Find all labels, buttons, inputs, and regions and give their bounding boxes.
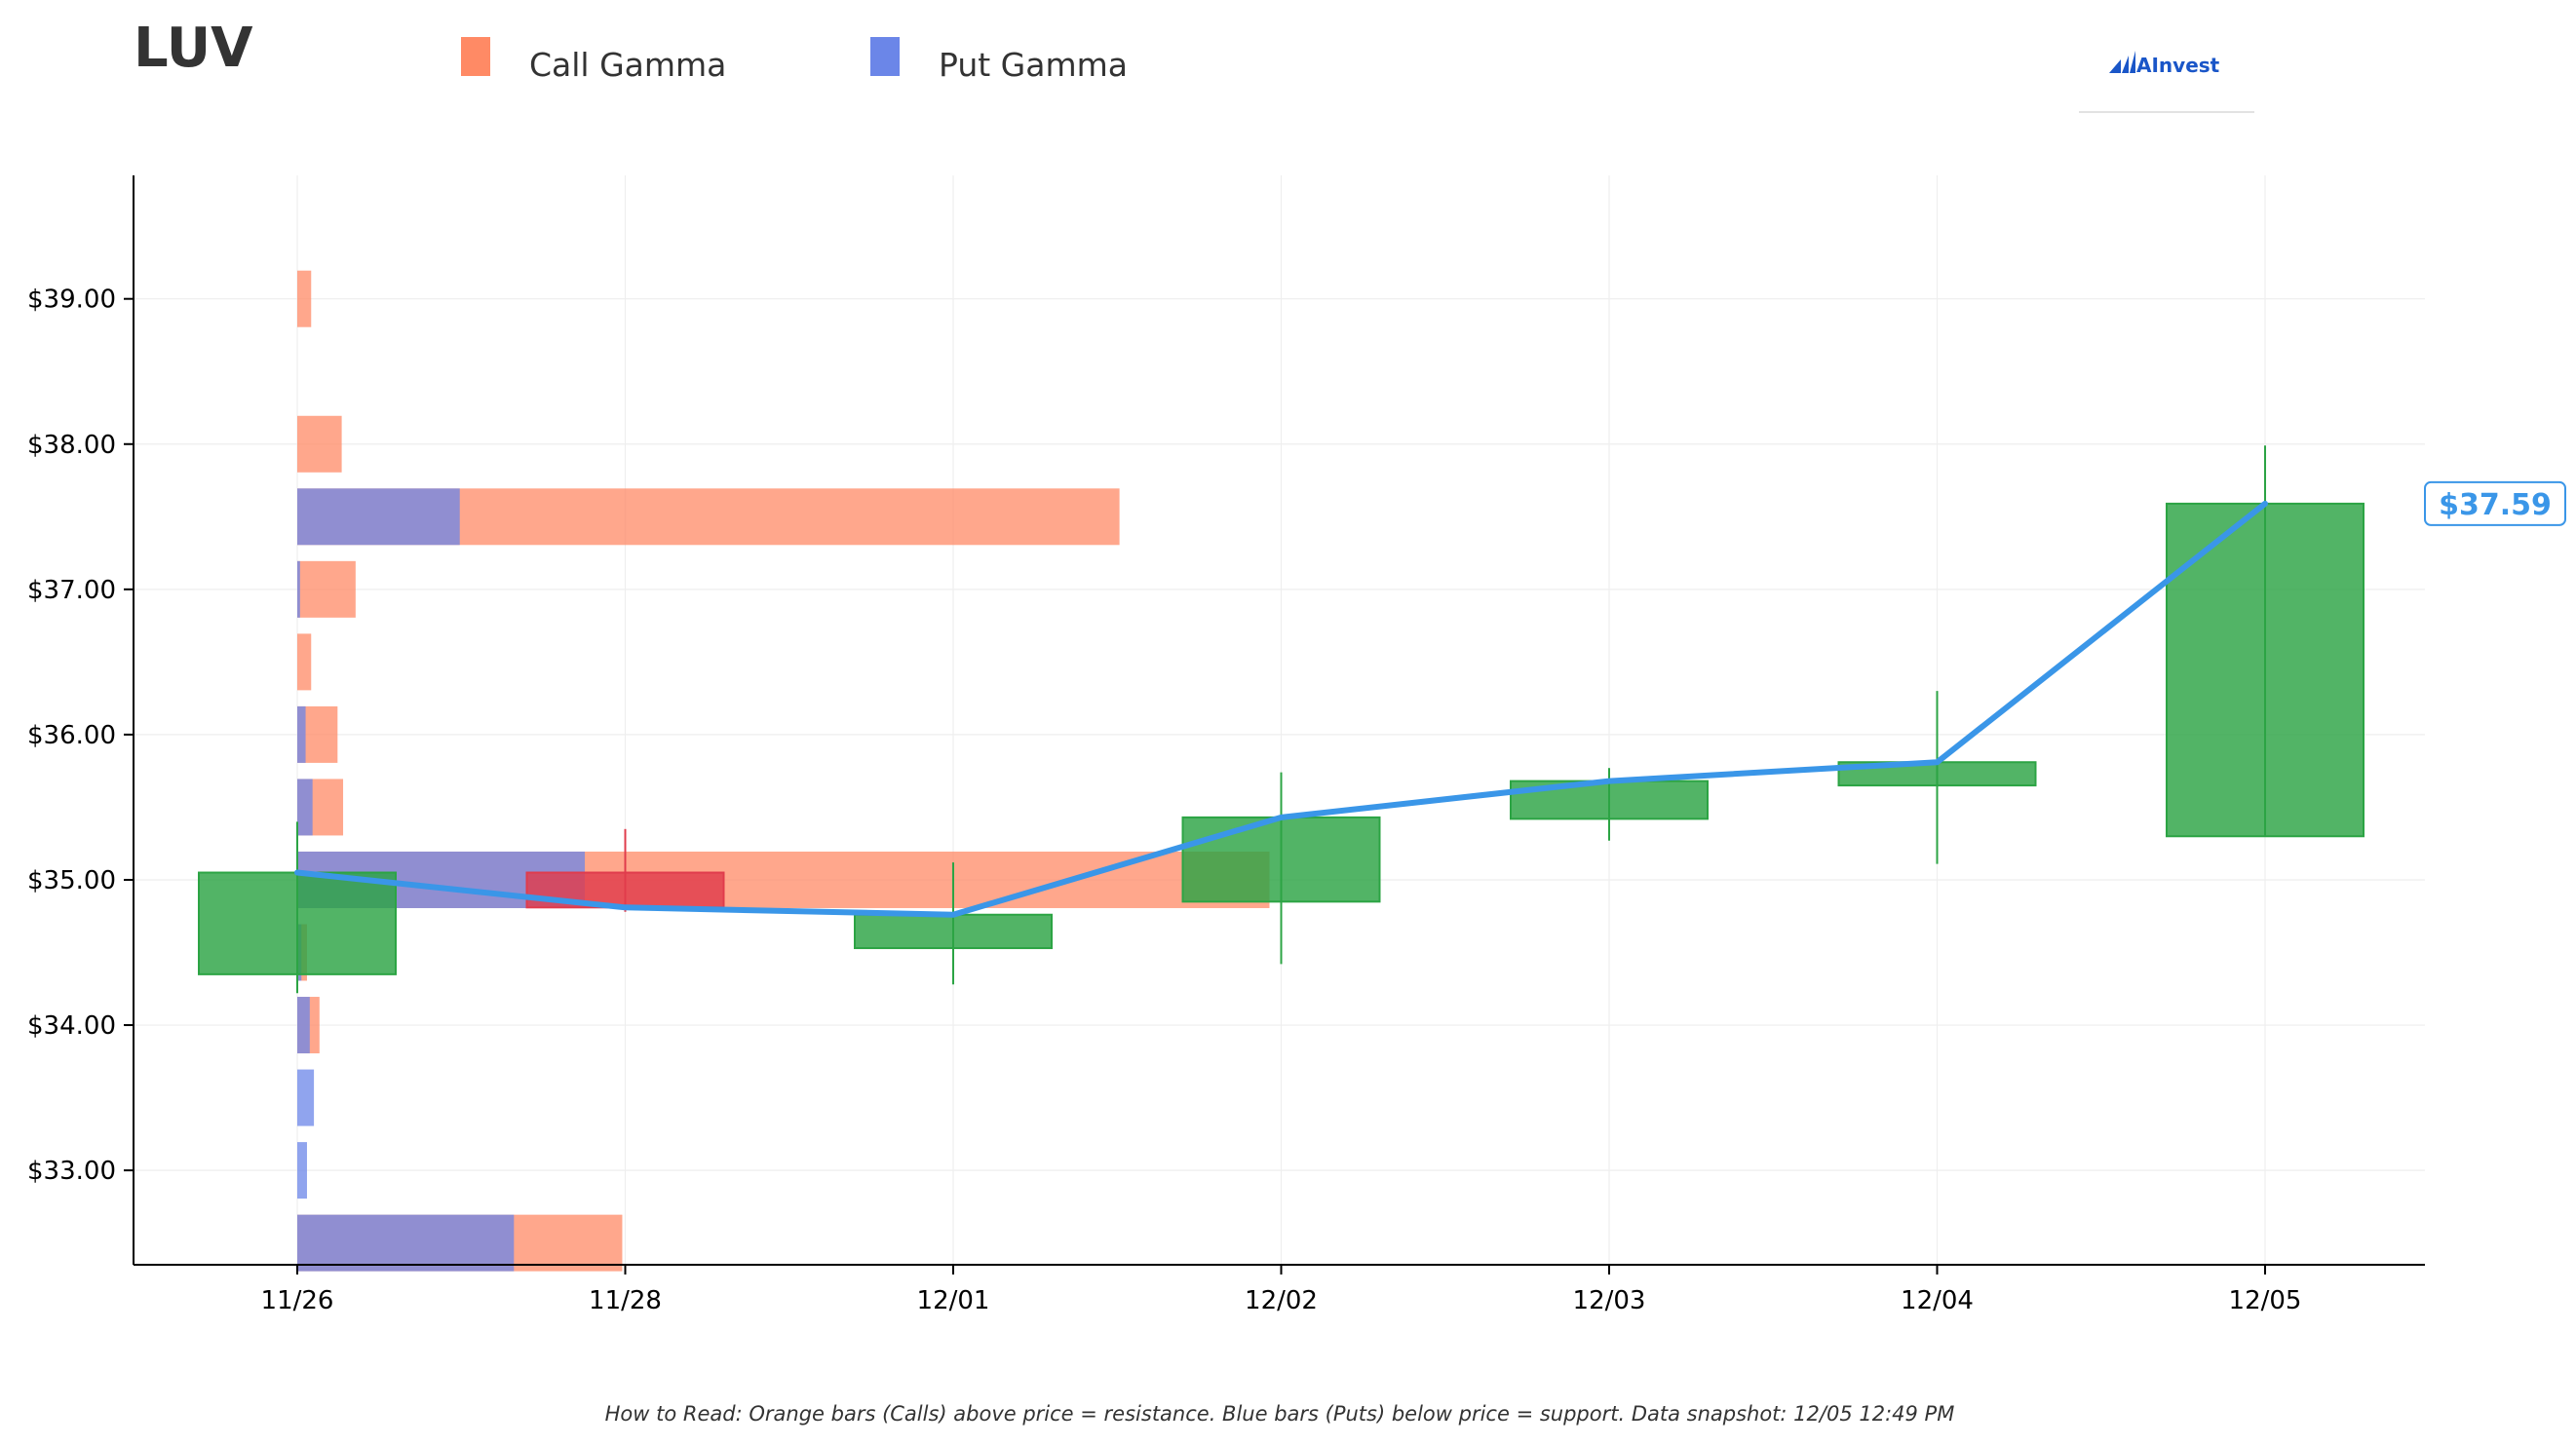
last-price-box (2424, 480, 2566, 526)
last-price-label: $37.59 (2439, 488, 2552, 522)
call-gamma-bar-1 (297, 415, 342, 473)
gamma-bars (297, 270, 1270, 1272)
candle-body-4 (1510, 780, 1709, 820)
candles (198, 445, 2365, 994)
axes (133, 175, 2425, 1266)
chart-title: LUV (134, 17, 253, 80)
call-gamma-bar-0 (297, 270, 312, 327)
legend-label-call-gamma: Call Gamma (529, 46, 726, 84)
x-tick-label-2: 12/01 (917, 1286, 990, 1315)
y-tick-label-0: $33.00 (27, 1157, 116, 1186)
brand-logo: AInvest (2079, 51, 2254, 113)
candle-body-2 (854, 913, 1053, 950)
x-tick-label-0: 11/26 (261, 1286, 334, 1315)
legend: Call Gamma Put Gamma (461, 37, 1128, 84)
put-gamma-bar-9 (297, 997, 310, 1054)
put-gamma-bar-2 (297, 488, 460, 546)
y-axis-ticks: $33.00 $34.00 $35.00 $36.00 $37.00 $38.00 $39.… (27, 285, 134, 1186)
grid (134, 175, 2425, 1265)
y-tick-label-2: $35.00 (27, 866, 116, 895)
y-tick-label-1: $34.00 (27, 1011, 116, 1041)
candle-body-3 (1181, 816, 1381, 903)
put-gamma-bar-10 (297, 1069, 315, 1126)
close-price-line (294, 500, 2268, 918)
legend-label-put-gamma: Put Gamma (939, 46, 1128, 84)
brand-chart-icon (2109, 51, 2135, 73)
y-tick-label-6: $39.00 (27, 285, 116, 315)
put-gamma-bar-6 (297, 779, 313, 836)
y-tick-label-4: $37.00 (27, 576, 116, 605)
footnote: How to Read: Orange bars (Calls) above p… (605, 1402, 1955, 1426)
put-gamma-bar-11 (297, 1142, 307, 1199)
put-gamma-bar-3 (297, 560, 300, 618)
legend-swatch-put-gamma (870, 37, 900, 76)
candle-body-0 (198, 871, 397, 975)
call-gamma-bar-3 (297, 560, 356, 618)
call-gamma-bar-4 (297, 633, 312, 691)
x-tick-label-4: 12/03 (1573, 1286, 1646, 1315)
legend-swatch-call-gamma (461, 37, 490, 76)
last-price-badge: $37.59 (2424, 480, 2566, 526)
brand-name: AInvest (2136, 54, 2220, 77)
x-tick-label-6: 12/05 (2229, 1286, 2302, 1315)
candle-body-6 (2166, 502, 2365, 838)
x-axis-ticks: 11/26 11/28 12/01 12/02 12/03 12/04 12/05 (261, 1265, 2302, 1315)
close-price-line-group (294, 500, 2268, 918)
y-tick-label-5: $38.00 (27, 431, 116, 460)
put-gamma-bar-12 (297, 1214, 515, 1272)
x-tick-label-3: 12/02 (1245, 1286, 1318, 1315)
y-tick-label-3: $36.00 (27, 721, 116, 750)
put-gamma-bar-5 (297, 705, 306, 763)
x-tick-label-5: 12/04 (1901, 1286, 1974, 1315)
x-tick-label-1: 11/28 (589, 1286, 662, 1315)
